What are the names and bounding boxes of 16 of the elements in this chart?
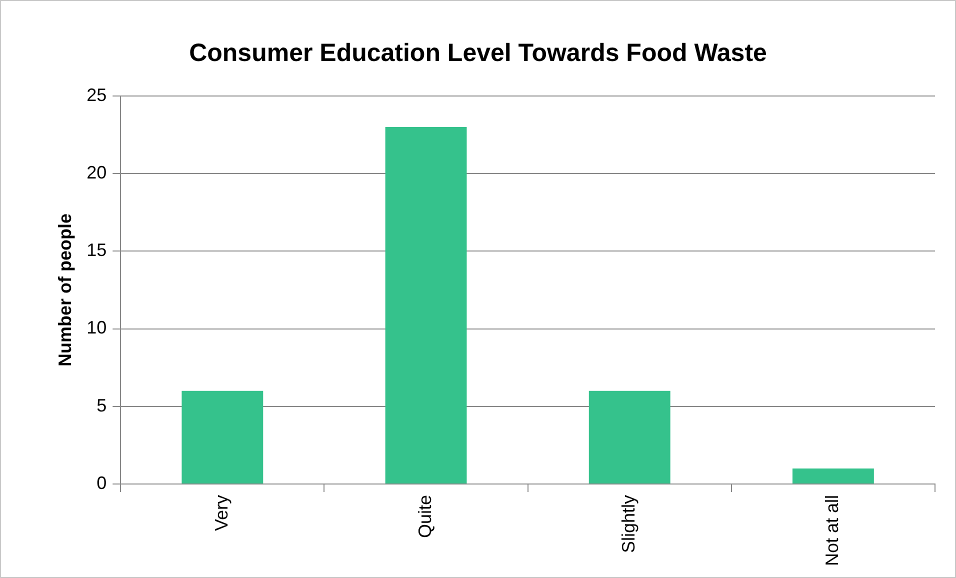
y-tick-label: 25: [86, 84, 107, 105]
y-tick-label: 15: [86, 240, 107, 260]
bar: [385, 127, 467, 484]
x-tick-label: Very: [211, 494, 232, 531]
x-tick-label: Not at all: [822, 494, 842, 566]
bar: [182, 390, 264, 484]
bar: [588, 390, 670, 484]
y-axis-title: Number of people: [54, 213, 75, 366]
bar: [792, 468, 874, 484]
y-tick-label: 5: [96, 395, 107, 416]
y-tick-label: 10: [86, 318, 107, 338]
y-tick-label: 20: [86, 162, 107, 183]
chart-title: Consumer Education Level Towards Food Waste: [188, 39, 768, 68]
y-tick-label: 0: [96, 472, 107, 493]
x-tick-label: Slightly: [618, 494, 639, 553]
x-tick-label: Quite: [414, 494, 435, 538]
